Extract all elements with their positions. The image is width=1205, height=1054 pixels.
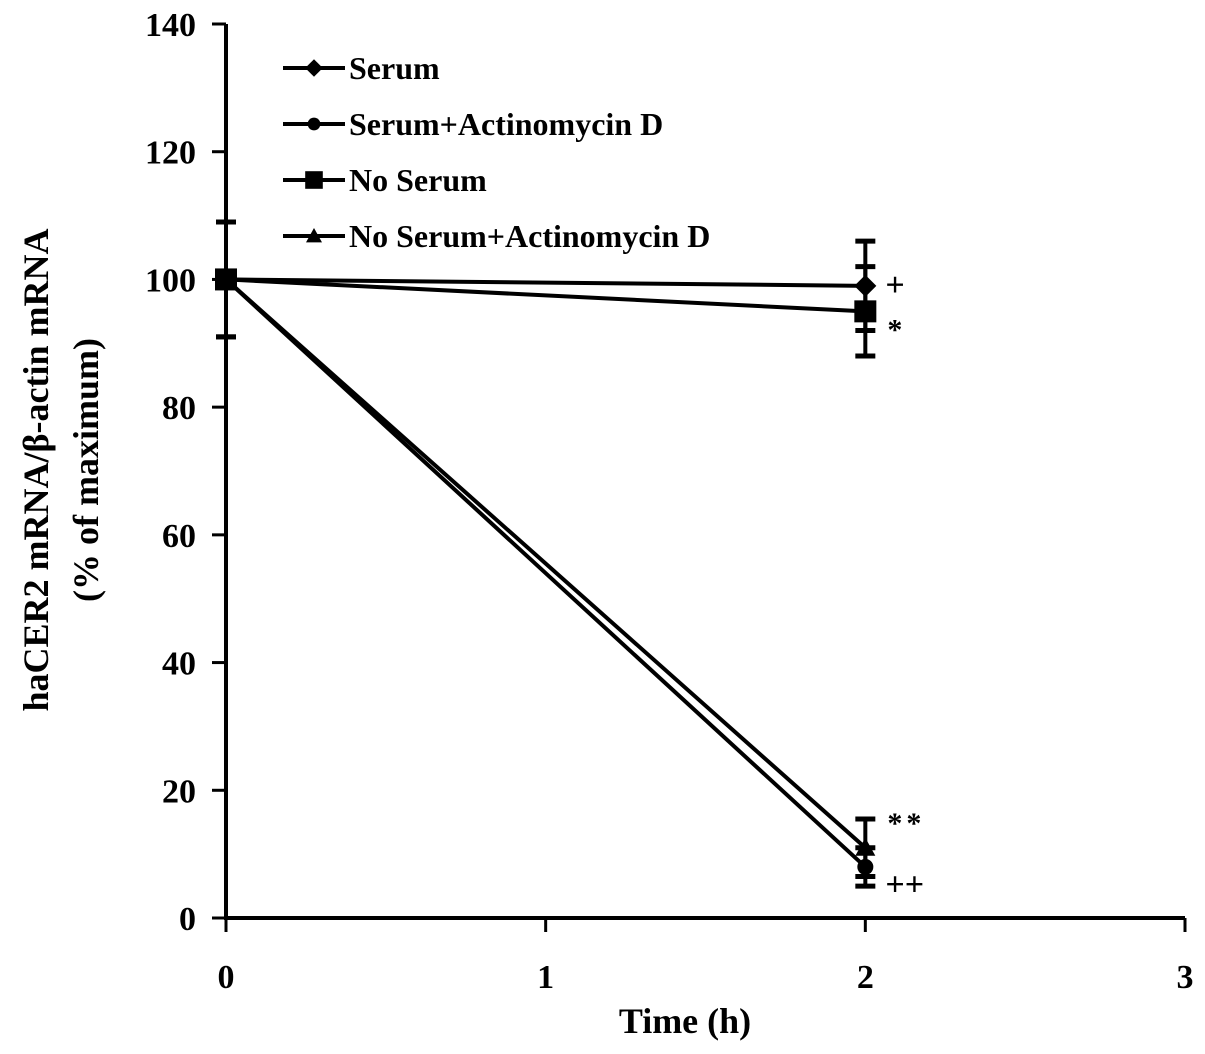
square-marker: [854, 300, 877, 323]
legend-label: No Serum: [349, 162, 487, 198]
series-line: [224, 277, 867, 850]
y-tick-label: 60: [162, 518, 196, 555]
triangle-marker: [216, 269, 236, 288]
legend: Serum Serum+Actinomycin D No Serum No Serum…: [283, 50, 710, 254]
significance-annotation: *: [887, 314, 906, 347]
legend-label: Serum: [349, 50, 440, 86]
series-3: [216, 269, 876, 879]
triangle-marker: [306, 228, 322, 243]
y-tick-label: 80: [162, 390, 196, 427]
y-tick-label: 120: [145, 135, 196, 172]
series-1: [216, 219, 876, 889]
x-tick-label: 1: [537, 959, 554, 996]
axes: 0 20 40 60 80 100 120 140 0 1 2 3: [145, 7, 1194, 996]
x-tick-label: 0: [218, 959, 235, 996]
significance-annotation: +: [885, 267, 904, 304]
series-line: [225, 277, 866, 314]
legend-label: Serum+Actinomycin D: [349, 106, 663, 142]
x-tick-label: 2: [857, 959, 874, 996]
y-tick-label: 140: [145, 7, 196, 44]
y-tick-label: 40: [162, 646, 196, 683]
circle-marker: [307, 117, 321, 131]
triangle-marker: [855, 837, 876, 856]
significance-annotation: **: [887, 807, 925, 840]
series-layer: +***++: [215, 219, 925, 903]
y-axis-label-2: (% of maximum): [66, 338, 106, 602]
series-line: [225, 277, 866, 288]
y-tick-label: 20: [162, 773, 196, 810]
square-marker: [305, 171, 323, 189]
x-axis-label: Time (h): [619, 1001, 751, 1041]
y-tick-label: 100: [145, 262, 196, 299]
diamond-marker: [305, 59, 323, 77]
series-line: [224, 277, 867, 869]
legend-label: No Serum+Actinomycin D: [349, 218, 710, 254]
significance-annotation: ++: [885, 866, 924, 903]
y-axis-label: haCER2 mRNA/β-actin mRNA: [16, 229, 56, 712]
x-tick-label: 3: [1177, 959, 1194, 996]
y-tick-label: 0: [179, 901, 196, 938]
